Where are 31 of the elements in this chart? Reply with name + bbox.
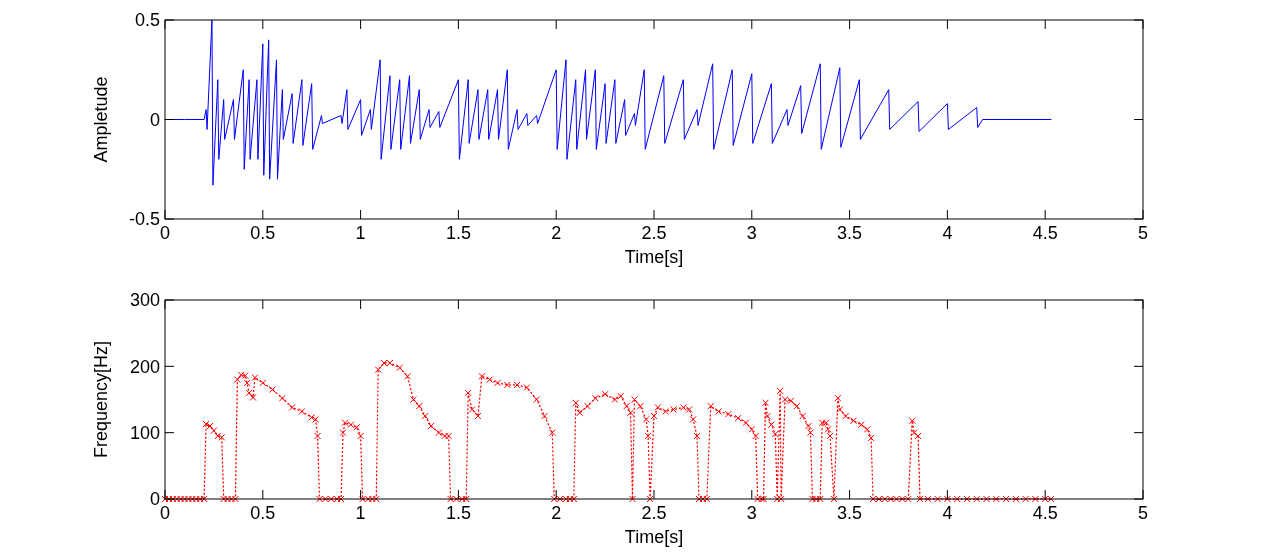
y-tick-label: 0 [149, 109, 160, 130]
x-tick-label: 2 [551, 503, 562, 523]
y-axis-title: Ampletude [91, 76, 111, 163]
x-tick-label: 4 [942, 223, 953, 243]
x-tick-label: 4 [942, 503, 953, 523]
y-tick-label: 100 [129, 422, 160, 443]
y-tick-label: 0 [149, 489, 160, 510]
x-tick-label: 0.5 [250, 223, 276, 243]
y-tick-label: 200 [129, 356, 160, 377]
y-tick-label: 0.5 [134, 10, 160, 31]
x-axis-title: Time[s] [624, 527, 684, 547]
x-tick-label: 3.5 [837, 223, 863, 243]
y-tick-label: 300 [129, 290, 160, 311]
x-tick-label: 5 [1137, 503, 1149, 523]
x-axis-title: Time[s] [624, 247, 684, 267]
x-tick-label: 1 [355, 503, 366, 523]
x-tick-label: 0.5 [250, 503, 276, 523]
x-tick-label: 3 [746, 503, 757, 523]
x-tick-label: 1.5 [445, 223, 471, 243]
x-tick-label: 2.5 [641, 503, 667, 523]
y-tick-label: -0.5 [128, 209, 160, 230]
y-axis-title: Frequency[Hz] [91, 340, 111, 459]
x-tick-label: 5 [1137, 223, 1149, 243]
x-tick-label: 3.5 [837, 503, 863, 523]
x-tick-label: 4.5 [1032, 503, 1058, 523]
x-tick-label: 4.5 [1032, 223, 1058, 243]
x-tick-label: 3 [746, 223, 757, 243]
x-tick-label: 2 [551, 223, 562, 243]
x-tick-label: 2.5 [641, 223, 667, 243]
x-tick-label: 1 [355, 223, 366, 243]
x-tick-label: 1.5 [445, 503, 471, 523]
